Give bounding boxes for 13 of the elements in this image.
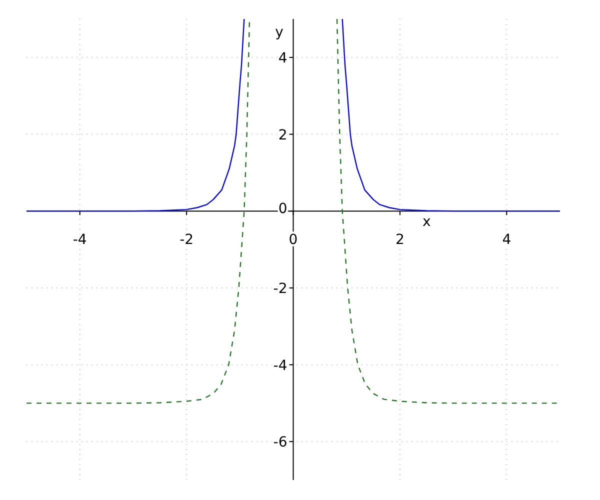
line-series — [26, 18, 245, 212]
line-series — [342, 18, 561, 212]
y-tick-label: -2 — [273, 280, 288, 297]
x-tick-label: 2 — [395, 232, 404, 248]
x-tick-label: -4 — [72, 232, 87, 248]
y-tick-label: -6 — [273, 434, 288, 451]
y-tick-label: 2 — [278, 127, 288, 144]
y-tick-label: 4 — [278, 50, 288, 66]
x-tick-label: 4 — [502, 232, 512, 248]
y-tick-label: -4 — [273, 358, 288, 374]
x-axis-title: x — [422, 214, 431, 230]
x-tick-label: -2 — [180, 232, 194, 248]
y-axis-title: y — [275, 24, 284, 40]
